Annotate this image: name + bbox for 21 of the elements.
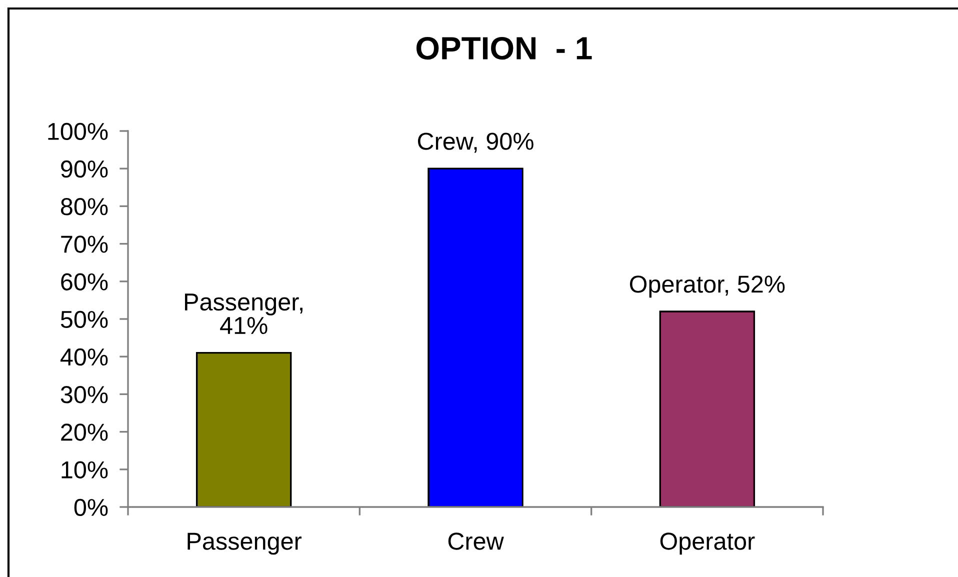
x-tick-label: Operator: [660, 532, 755, 555]
chart-title: OPTION - 1: [416, 36, 592, 60]
y-tick-label: 50%: [60, 310, 108, 328]
y-tick-label: 30%: [60, 386, 108, 404]
y-tick-label: 40%: [60, 348, 108, 366]
y-tick-label: 0%: [74, 498, 108, 516]
y-tick-label: 70%: [61, 236, 108, 253]
y-tick-label: 10%: [62, 461, 108, 478]
bar: [428, 168, 524, 507]
data-label: Passenger, 41%: [185, 294, 302, 334]
x-tick-label: Crew: [448, 532, 504, 550]
data-label: Crew, 90%: [418, 132, 534, 153]
y-tick-label: 80%: [60, 198, 108, 216]
x-tick-label: Passenger: [188, 532, 302, 555]
data-label: Operator, 52%: [630, 276, 785, 298]
bar: [659, 310, 756, 507]
y-tick-label: 90%: [61, 160, 108, 178]
y-tick-label: 20%: [61, 424, 108, 441]
y-tick-label: 60%: [61, 273, 108, 290]
bar: [196, 352, 292, 507]
y-tick-label: 100%: [48, 122, 108, 140]
